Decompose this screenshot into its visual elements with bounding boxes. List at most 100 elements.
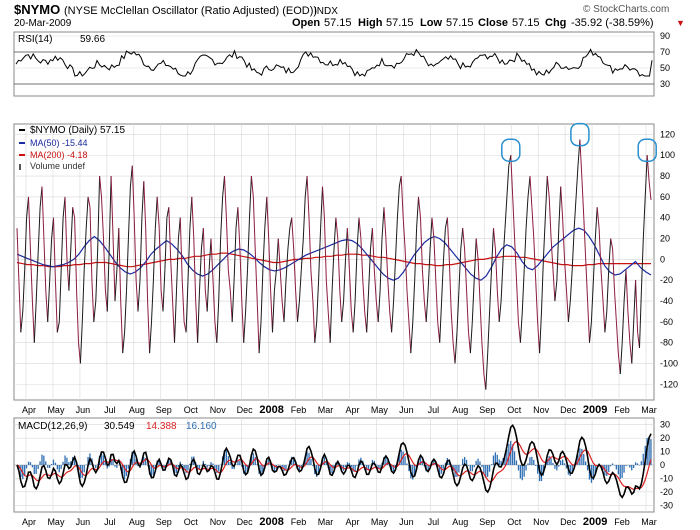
price-segment bbox=[439, 301, 443, 343]
price-segment bbox=[433, 238, 437, 281]
price-segment bbox=[354, 248, 358, 302]
macd-histogram-bar bbox=[133, 452, 135, 465]
macd-histogram-bar bbox=[50, 464, 53, 465]
price-segment bbox=[423, 301, 427, 322]
price-segment bbox=[471, 280, 475, 322]
price-segment bbox=[362, 280, 366, 312]
macd-histogram-bar bbox=[394, 465, 397, 468]
macd-histogram-bar bbox=[39, 461, 41, 465]
price-segment bbox=[220, 196, 224, 239]
macd-histogram-bar bbox=[344, 465, 347, 468]
price-segment bbox=[368, 248, 371, 291]
macd-histogram-bar bbox=[569, 465, 571, 476]
x-axis-label: Sep bbox=[479, 517, 495, 527]
x-axis-label: Aug bbox=[129, 405, 145, 415]
x-axis-label: Nov bbox=[533, 405, 550, 415]
macd-histogram-bar bbox=[400, 449, 402, 465]
price-segment bbox=[322, 186, 325, 218]
price-segment bbox=[264, 196, 268, 229]
price-segment bbox=[174, 290, 177, 343]
macd-histogram-bar bbox=[25, 465, 28, 469]
macd-histogram-bar bbox=[68, 462, 70, 465]
price-segment bbox=[410, 321, 414, 354]
price-segment bbox=[371, 228, 375, 270]
macd-histogram-bar bbox=[419, 457, 422, 465]
rsi-last: 59.66 bbox=[80, 34, 105, 45]
macd-histogram-bar bbox=[535, 465, 537, 466]
price-segment bbox=[387, 280, 391, 312]
price-segment bbox=[648, 181, 652, 200]
price-segment bbox=[325, 280, 329, 312]
x-axis-label: Jul bbox=[428, 517, 440, 527]
macd-histogram-bar bbox=[519, 465, 521, 479]
price-segment bbox=[529, 176, 533, 208]
rsi-frame bbox=[13, 31, 655, 97]
macd-histogram-bar bbox=[81, 465, 83, 478]
macd-histogram-bar bbox=[556, 465, 558, 471]
price-segment bbox=[172, 301, 175, 343]
price-segment bbox=[300, 238, 304, 270]
macd-histogram-bar bbox=[49, 465, 51, 468]
price-segment bbox=[74, 217, 78, 291]
macd-histogram-bar bbox=[254, 456, 256, 465]
price-segment bbox=[199, 248, 202, 291]
price-segment bbox=[256, 301, 260, 354]
price-segment bbox=[441, 259, 444, 302]
macd-histogram-bar bbox=[358, 459, 360, 465]
macd-histogram-bar bbox=[367, 465, 370, 470]
price-segment bbox=[506, 165, 510, 197]
price-segment bbox=[473, 238, 477, 281]
macd-histogram-bar bbox=[377, 465, 379, 469]
macd-histogram-bar bbox=[20, 465, 22, 478]
macd-histogram-bar bbox=[52, 459, 55, 465]
macd-histogram-bar bbox=[331, 465, 333, 474]
macd-histogram-bar bbox=[64, 455, 66, 465]
highlights bbox=[501, 122, 657, 162]
price-segment bbox=[249, 176, 252, 218]
price-segment bbox=[275, 238, 279, 270]
macd-histogram-bar bbox=[147, 465, 149, 466]
price-segment bbox=[431, 217, 435, 239]
price-segment bbox=[68, 248, 72, 291]
macd-histogram-bar bbox=[619, 465, 621, 479]
description-text: (NYSE McClellan Oscillator (Ratio Adjust… bbox=[64, 5, 317, 17]
price-segment bbox=[567, 301, 571, 322]
price-segment bbox=[360, 238, 364, 281]
price-segment bbox=[569, 269, 573, 302]
price-segment bbox=[70, 207, 74, 250]
macd-histogram-bar bbox=[392, 465, 395, 472]
macd-histogram-bar bbox=[565, 465, 568, 469]
price-segment bbox=[450, 311, 454, 343]
price-segment bbox=[108, 176, 112, 250]
macd-histogram-bar bbox=[47, 465, 49, 468]
price-segment bbox=[519, 311, 523, 343]
price-segment bbox=[337, 238, 341, 291]
histogram-value: 16.160 bbox=[186, 421, 217, 432]
price-tick-label: -100 bbox=[660, 359, 678, 369]
price-segment bbox=[89, 207, 93, 281]
macd-histogram-bar bbox=[531, 456, 533, 465]
price-segment bbox=[414, 228, 418, 281]
legend-swatch-ma50 bbox=[19, 142, 25, 144]
macd-histogram-bar bbox=[469, 465, 471, 472]
price-segment bbox=[485, 353, 489, 390]
price-segment bbox=[270, 290, 273, 333]
price-segment bbox=[272, 290, 275, 333]
macd-histogram-bar bbox=[93, 465, 95, 466]
price-segment bbox=[279, 269, 283, 302]
legend-swatch-volume bbox=[19, 164, 21, 170]
peak-highlight bbox=[637, 138, 657, 162]
x-axis-label: 2008 bbox=[259, 516, 283, 528]
macd-histogram-bar bbox=[364, 465, 366, 466]
price-segment bbox=[287, 228, 291, 250]
price-segment bbox=[210, 238, 214, 281]
macd-histogram-bar bbox=[479, 461, 481, 465]
high-label: High bbox=[358, 17, 383, 29]
macd-histogram-bar bbox=[444, 462, 447, 465]
x-axis-label: Jul bbox=[104, 517, 116, 527]
price-segment bbox=[176, 238, 179, 291]
price-segment bbox=[20, 311, 24, 333]
macd-histogram-bar bbox=[177, 465, 179, 468]
macd-histogram-bar bbox=[592, 465, 594, 481]
macd-histogram-bar bbox=[231, 465, 233, 469]
